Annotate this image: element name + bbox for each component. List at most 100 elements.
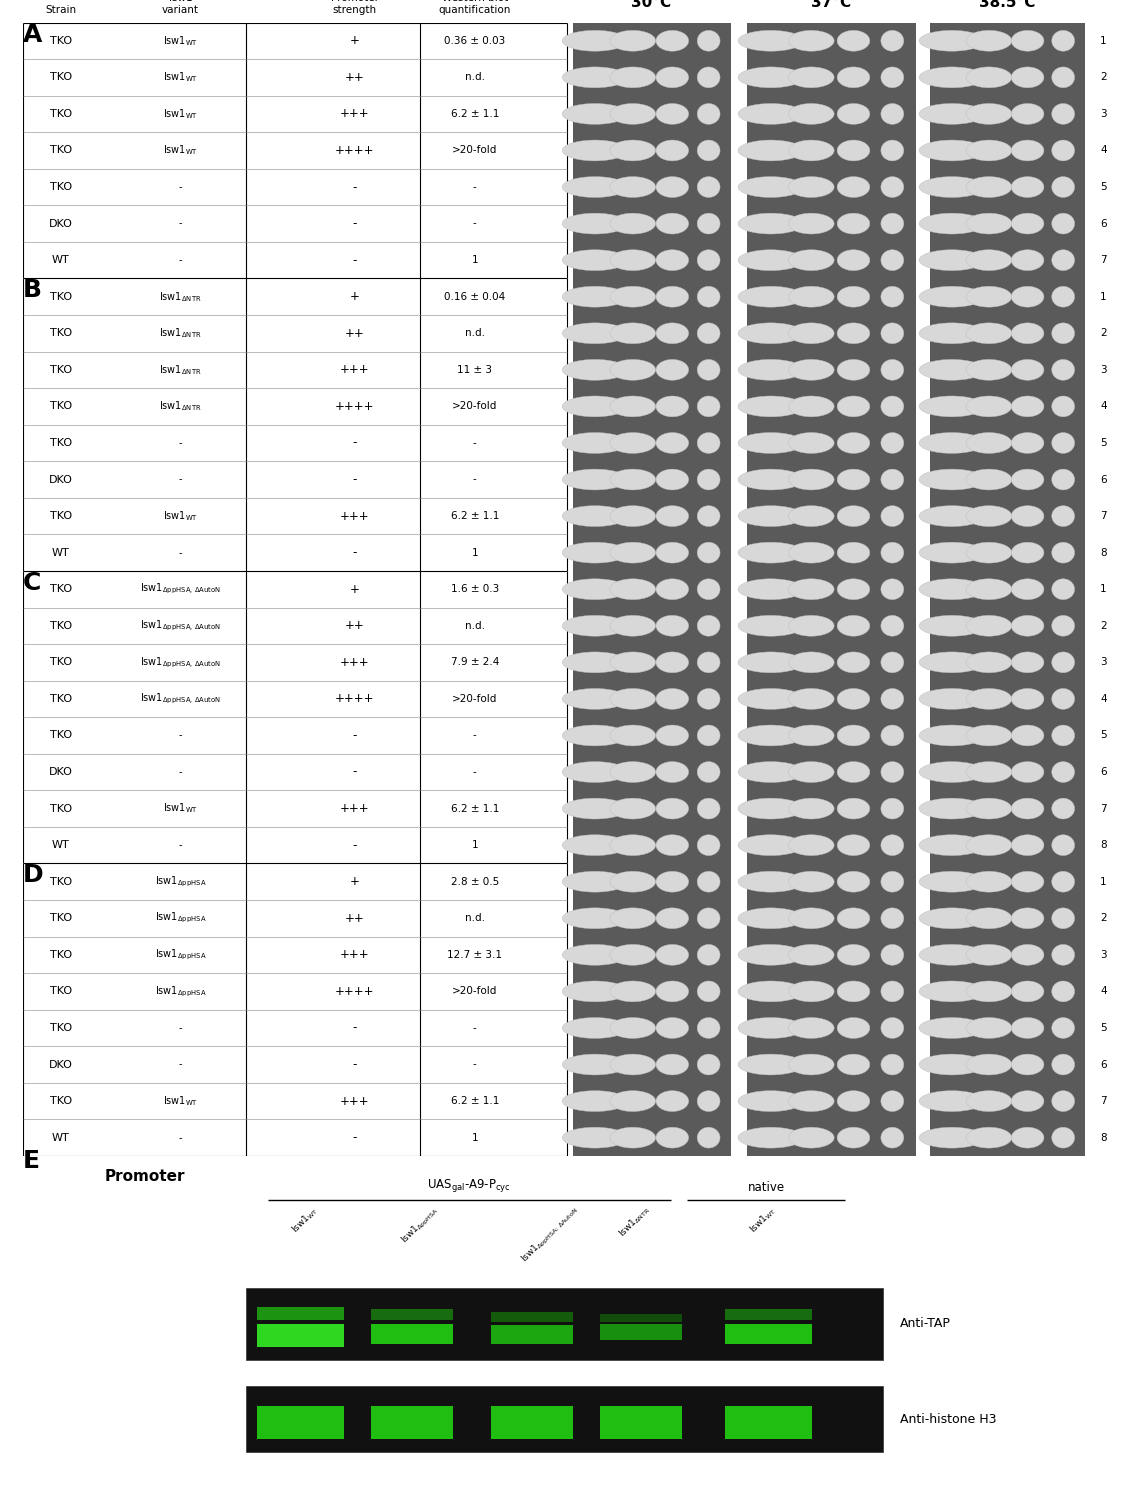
Ellipse shape: [881, 360, 903, 381]
Text: Promoter: Promoter: [104, 1168, 185, 1184]
Text: TKO: TKO: [50, 438, 72, 448]
Ellipse shape: [698, 945, 720, 966]
Ellipse shape: [1052, 506, 1075, 526]
Ellipse shape: [610, 762, 656, 783]
Ellipse shape: [656, 432, 689, 453]
Ellipse shape: [562, 68, 628, 88]
Ellipse shape: [656, 834, 689, 855]
Text: TKO: TKO: [50, 987, 72, 996]
Ellipse shape: [966, 981, 1012, 1002]
Bar: [747, 22, 916, 279]
Text: 3: 3: [1100, 657, 1106, 668]
Ellipse shape: [656, 615, 689, 636]
Bar: [256, 1308, 344, 1320]
Ellipse shape: [1052, 68, 1075, 88]
Ellipse shape: [837, 360, 869, 381]
Ellipse shape: [919, 798, 984, 819]
Ellipse shape: [738, 981, 804, 1002]
Ellipse shape: [966, 762, 1012, 783]
Ellipse shape: [738, 1054, 804, 1076]
Ellipse shape: [1052, 688, 1075, 709]
Ellipse shape: [1012, 579, 1044, 600]
Ellipse shape: [1012, 213, 1044, 234]
Ellipse shape: [610, 615, 656, 636]
Text: -: -: [352, 1131, 357, 1144]
Ellipse shape: [656, 104, 689, 125]
Ellipse shape: [1052, 1017, 1075, 1038]
Ellipse shape: [562, 871, 628, 892]
Ellipse shape: [562, 470, 628, 490]
Ellipse shape: [698, 762, 720, 783]
Ellipse shape: [1012, 506, 1044, 526]
Ellipse shape: [656, 762, 689, 783]
Text: A: A: [23, 22, 42, 46]
Ellipse shape: [1012, 945, 1044, 966]
Ellipse shape: [837, 762, 869, 783]
Ellipse shape: [698, 724, 720, 746]
Ellipse shape: [881, 470, 903, 490]
Ellipse shape: [562, 104, 628, 125]
Text: 5: 5: [1100, 730, 1106, 741]
Ellipse shape: [919, 68, 984, 88]
Bar: [256, 1406, 344, 1438]
Bar: [599, 1324, 682, 1340]
Text: +++: +++: [340, 1095, 369, 1107]
Ellipse shape: [881, 1090, 903, 1112]
Bar: [371, 1324, 453, 1344]
Ellipse shape: [919, 871, 984, 892]
Ellipse shape: [656, 945, 689, 966]
Ellipse shape: [698, 688, 720, 709]
Ellipse shape: [698, 286, 720, 308]
Ellipse shape: [562, 322, 628, 344]
Ellipse shape: [1052, 396, 1075, 417]
Ellipse shape: [698, 871, 720, 892]
Text: +++: +++: [340, 510, 369, 522]
Ellipse shape: [966, 908, 1012, 928]
Text: TKO: TKO: [50, 876, 72, 886]
Text: -: -: [473, 1023, 476, 1034]
Ellipse shape: [1012, 1126, 1044, 1148]
Text: Isw1$_\mathrm{\Delta ppHSA}$: Isw1$_\mathrm{\Delta ppHSA}$: [155, 948, 207, 962]
Ellipse shape: [656, 688, 689, 709]
Text: Isw1$_\mathrm{\Delta ppHSA,\,\Delta AutoN}$: Isw1$_\mathrm{\Delta ppHSA,\,\Delta Auto…: [140, 618, 221, 633]
Text: +: +: [350, 290, 360, 303]
Ellipse shape: [1012, 104, 1044, 125]
Ellipse shape: [610, 652, 656, 674]
Ellipse shape: [966, 104, 1012, 125]
Ellipse shape: [837, 249, 869, 270]
Text: TKO: TKO: [50, 1023, 72, 1034]
Bar: [930, 572, 1085, 864]
Ellipse shape: [610, 213, 656, 234]
Ellipse shape: [1012, 360, 1044, 381]
Text: Anti-TAP: Anti-TAP: [900, 1317, 951, 1330]
Ellipse shape: [656, 724, 689, 746]
Ellipse shape: [610, 834, 656, 855]
Ellipse shape: [788, 579, 834, 600]
Ellipse shape: [837, 1054, 869, 1076]
Text: -: -: [352, 436, 357, 450]
Ellipse shape: [881, 688, 903, 709]
Ellipse shape: [562, 945, 628, 966]
Ellipse shape: [881, 1017, 903, 1038]
Text: 0.36 ± 0.03: 0.36 ± 0.03: [444, 36, 506, 46]
Ellipse shape: [1052, 542, 1075, 562]
Text: -: -: [352, 765, 357, 778]
Text: 7.9 ± 2.4: 7.9 ± 2.4: [450, 657, 499, 668]
Ellipse shape: [881, 286, 903, 308]
Ellipse shape: [698, 68, 720, 88]
Ellipse shape: [656, 470, 689, 490]
Ellipse shape: [919, 981, 984, 1002]
Ellipse shape: [837, 798, 869, 819]
Ellipse shape: [881, 30, 903, 51]
Ellipse shape: [837, 834, 869, 855]
Text: 7: 7: [1100, 512, 1106, 520]
Ellipse shape: [656, 322, 689, 344]
Bar: [572, 22, 730, 279]
Ellipse shape: [1012, 652, 1044, 674]
Ellipse shape: [738, 542, 804, 562]
Text: 6: 6: [1100, 766, 1106, 777]
Text: -: -: [473, 766, 476, 777]
Ellipse shape: [788, 322, 834, 344]
Ellipse shape: [837, 615, 869, 636]
Ellipse shape: [966, 652, 1012, 674]
